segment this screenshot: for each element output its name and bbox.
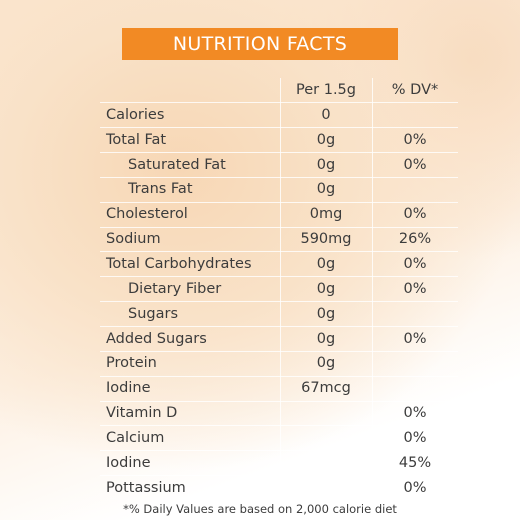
row-label: Cholesterol xyxy=(106,206,188,223)
daily-value: 0% xyxy=(403,405,427,422)
amount: 590mg xyxy=(300,231,352,248)
row-divider xyxy=(100,425,458,427)
row-label: Sodium xyxy=(106,231,161,248)
row-divider xyxy=(100,475,458,477)
row-divider xyxy=(100,102,458,104)
row-label: Iodine xyxy=(106,454,151,471)
amount: 0g xyxy=(316,156,336,173)
amount: 0g xyxy=(316,280,336,297)
column-header: % DV* xyxy=(391,82,439,98)
row-divider xyxy=(100,400,458,402)
row-label: Calcium xyxy=(106,429,165,446)
row-divider xyxy=(100,375,458,377)
row-label: Total Fat xyxy=(106,131,167,148)
row-label: Vitamin D xyxy=(106,405,178,422)
amount: 0 xyxy=(321,106,331,123)
row-divider xyxy=(100,127,458,129)
amount: 0mg xyxy=(309,206,343,223)
daily-value: 0% xyxy=(403,206,427,223)
row-label: Added Sugars xyxy=(106,330,207,347)
row-divider xyxy=(100,276,458,278)
row-divider xyxy=(100,450,458,452)
column-divider xyxy=(372,78,373,501)
row-divider xyxy=(100,226,458,228)
daily-value: 0% xyxy=(403,131,427,148)
daily-value: 26% xyxy=(398,231,432,248)
daily-value: 0% xyxy=(403,330,427,347)
daily-value: 0% xyxy=(403,156,427,173)
row-divider xyxy=(100,176,458,178)
column-header: Per 1.5g xyxy=(296,82,356,98)
footnote: *% Daily Values are based on 2,000 calor… xyxy=(123,502,397,516)
row-divider xyxy=(100,301,458,303)
row-divider xyxy=(100,152,458,154)
amount: 0g xyxy=(316,131,336,148)
row-divider xyxy=(100,251,458,253)
row-divider xyxy=(100,201,458,203)
column-divider xyxy=(280,78,281,501)
row-label: Pottassium xyxy=(106,479,186,496)
title: NUTRITION FACTS xyxy=(122,28,398,60)
row-label: Iodine xyxy=(106,380,151,397)
sub-row-label: Saturated Fat xyxy=(128,156,226,173)
amount: 0g xyxy=(316,255,336,272)
daily-value: 45% xyxy=(398,454,432,471)
sub-row-label: Trans Fat xyxy=(128,181,193,198)
row-label: Calories xyxy=(106,106,165,123)
daily-value: 0% xyxy=(403,429,427,446)
daily-value: 0% xyxy=(403,280,427,297)
row-divider xyxy=(100,326,458,327)
amount: 0g xyxy=(316,305,336,322)
sub-row-label: Sugars xyxy=(128,305,178,322)
row-label: Total Carbohydrates xyxy=(106,255,252,272)
amount: 67mcg xyxy=(301,380,351,397)
row-label: Protein xyxy=(106,355,157,372)
amount: 0g xyxy=(316,330,336,347)
amount: 0g xyxy=(316,355,336,372)
amount: 0g xyxy=(316,181,336,198)
sub-row-label: Dietary Fiber xyxy=(128,280,222,297)
row-divider xyxy=(100,350,458,352)
daily-value: 0% xyxy=(403,255,427,272)
daily-value: 0% xyxy=(403,479,427,496)
